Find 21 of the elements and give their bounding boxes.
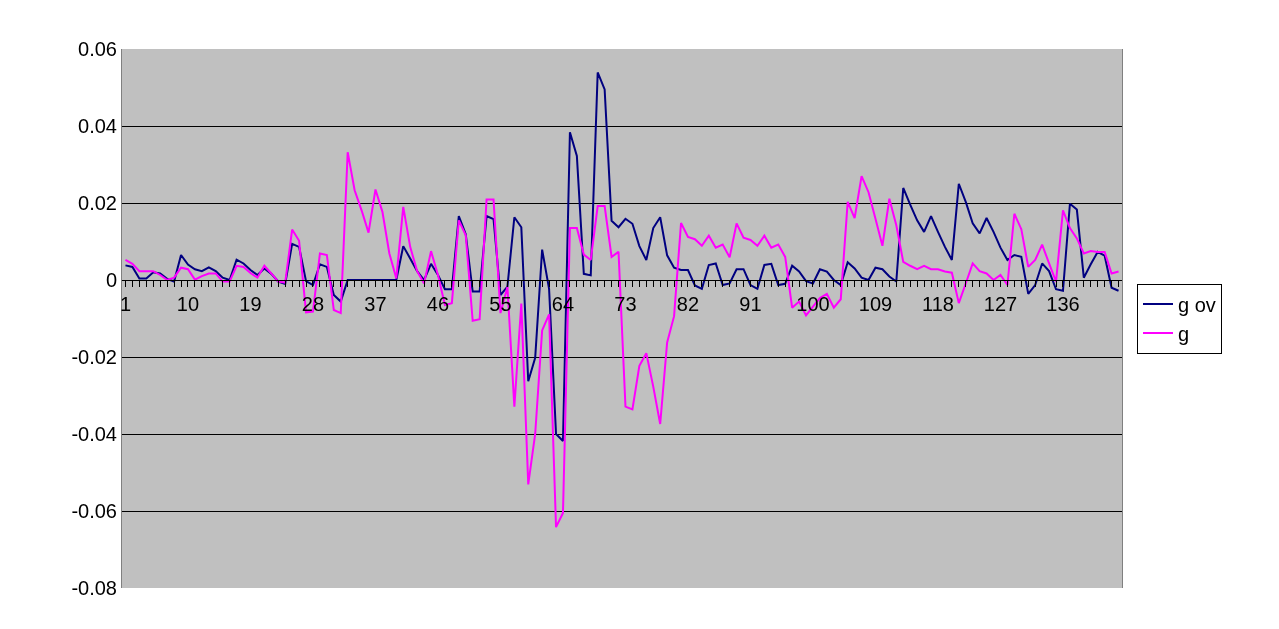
y-tick-label: -0.08	[71, 577, 117, 599]
x-tick-label: 127	[983, 293, 1018, 315]
x-tick-label: 118	[922, 293, 954, 315]
x-tick-label: 91	[739, 293, 762, 315]
y-tick-label: 0.02	[78, 192, 117, 214]
x-tick-label: 46	[426, 293, 450, 315]
x-tick-label: 82	[676, 293, 700, 315]
legend-label: g	[1178, 322, 1190, 345]
x-tick-label: 1	[119, 293, 132, 315]
y-tick-label: -0.06	[71, 500, 117, 522]
x-tick-label: 37	[364, 293, 387, 315]
legend-label: g ov	[1178, 293, 1216, 316]
x-tick-label: 10	[176, 293, 200, 315]
y-tick-label: -0.04	[71, 423, 117, 445]
y-tick-label: 0.06	[78, 38, 117, 60]
y-tick-label: -0.02	[71, 346, 117, 368]
x-tick-label: 109	[858, 293, 893, 315]
x-tick-label: 19	[239, 293, 262, 315]
y-tick-label: 0	[105, 269, 117, 291]
x-tick-label: 136	[1046, 293, 1080, 315]
y-tick-label: 0.04	[78, 115, 117, 137]
